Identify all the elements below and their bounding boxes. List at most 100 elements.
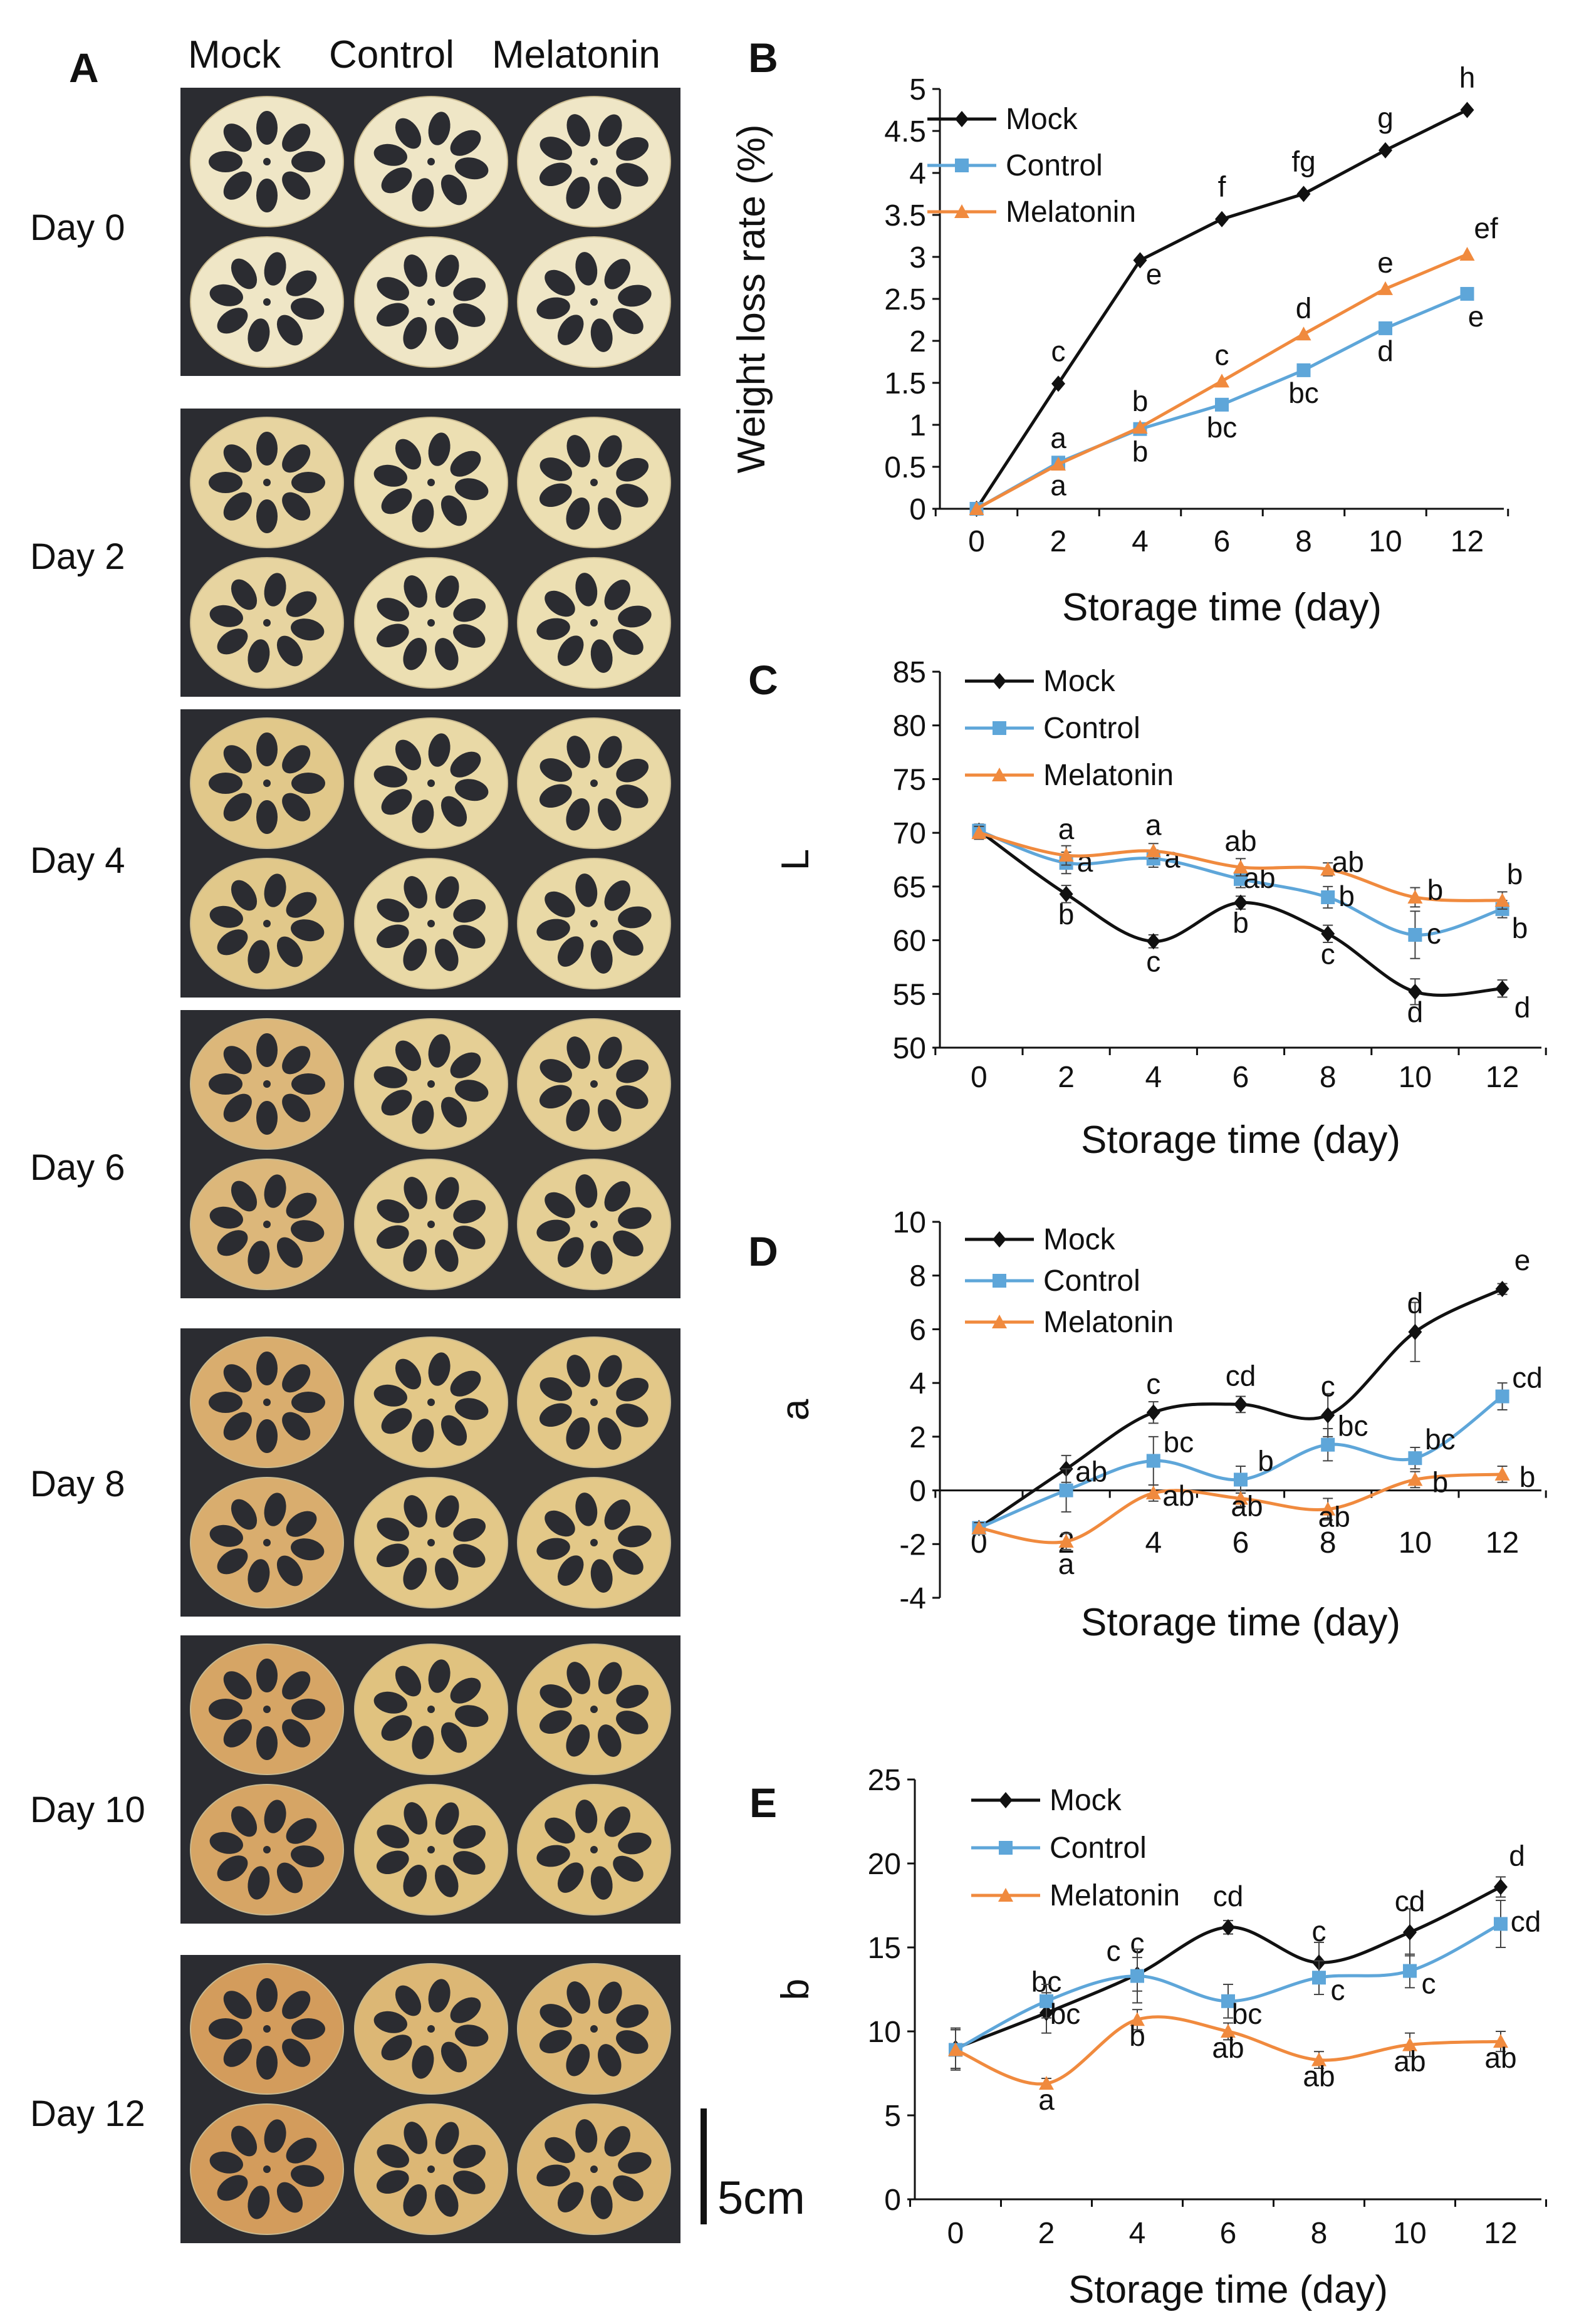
y-tick-label: 15 [868,1932,901,1965]
significance-letter: c [1427,917,1441,950]
x-tick-label: 4 [1145,1061,1162,1094]
lotus-slice [190,1963,344,2095]
data-point-mock [1234,1396,1248,1413]
significance-letter: c [1312,1915,1326,1947]
significance-letter: h [1459,61,1476,94]
legend-marker [992,1315,1007,1328]
data-point-mock [1133,252,1147,269]
photo-slices [190,1018,671,1290]
lotus-slice [354,1784,508,1915]
x-tick-label: 6 [1233,1061,1249,1094]
legend-label-control: Control [1050,1832,1147,1865]
legend-marker [954,204,969,218]
significance-letter: b [1132,435,1149,468]
data-point-control [1321,1437,1335,1452]
significance-letter: cd [1395,1885,1425,1917]
y-tick-label: 50 [893,1032,926,1065]
day-label: Day 10 [30,1790,145,1830]
significance-letter: ab [1162,1479,1194,1512]
photo-tile [180,1955,680,2243]
data-point-control [1146,1454,1160,1468]
x-tick-label: 10 [1393,2217,1426,2250]
y-tick-label: 0.5 [884,451,926,484]
lotus-slice [190,236,344,368]
significance-letter: cd [1226,1359,1256,1392]
data-point-control [1495,1389,1509,1404]
data-point-melatonin [1233,860,1248,873]
scale-bar [701,2108,707,2224]
significance-letter: e [1468,300,1484,333]
lotus-slice [517,417,671,548]
data-point-melatonin [1051,456,1066,471]
data-point-melatonin [1039,2076,1054,2090]
scale-bar-label: 5cm [717,2172,805,2224]
y-tick-label: 3 [909,241,926,274]
lotus-slice [517,557,671,689]
x-axis-title: Storage time (day) [1081,1118,1400,1162]
lotus-slice [190,1159,344,1290]
data-point-melatonin [1320,1501,1336,1516]
lotus-slice [354,717,508,849]
significance-letter: b [1058,898,1075,930]
x-tick-label: 10 [1399,1061,1432,1094]
data-point-control [1321,890,1335,904]
data-point-melatonin [1058,848,1074,862]
x-axis-title: Storage time (day) [1068,2268,1388,2311]
x-tick-label: 6 [1233,1526,1249,1560]
lotus-slice [190,96,344,227]
y-tick-label: 60 [893,925,926,958]
lotus-slice [517,717,671,849]
lotus-slice [354,236,508,368]
significance-letter: g [1377,102,1394,134]
significance-letter: ab [1224,825,1256,857]
lotus-slice [190,2103,344,2235]
photo-tile [180,1328,680,1617]
data-point-mock [1321,1407,1335,1424]
lotus-slice [517,1784,671,1915]
lotus-slice [190,1784,344,1915]
significance-letter: d [1407,996,1424,1028]
significance-letter: d [1509,1840,1525,1872]
x-axis-title: Storage time (day) [1081,1601,1400,1644]
lotus-slice [354,1018,508,1150]
significance-letter: ab [1212,2031,1244,2064]
data-point-melatonin [1378,281,1393,295]
legend-label-mock: Mock [1050,1784,1122,1817]
lotus-slice [517,1644,671,1775]
significance-letter: ab [1231,1489,1263,1522]
lotus-slice [517,96,671,227]
data-point-melatonin [971,1520,987,1535]
significance-letter: b [1507,858,1523,890]
lotus-slice [354,2103,508,2235]
x-axis-title: Storage time (day) [1062,586,1382,629]
day-label: Day 6 [30,1147,125,1188]
x-tick-label: 2 [1038,2217,1055,2250]
data-point-melatonin [1145,843,1161,858]
data-point-mock [1408,983,1422,1000]
significance-letter: e [1146,258,1162,290]
day-label: Day 12 [30,2093,145,2134]
data-point-control [1059,1483,1073,1498]
panel-label-e: E [749,1779,777,1826]
photo-slices [190,417,671,689]
significance-letter: b [1519,1461,1536,1493]
significance-letter: c [1146,945,1160,977]
y-tick-label: 0 [909,493,926,526]
significance-letter: ab [1075,1456,1107,1488]
y-tick-label: 85 [893,656,926,689]
data-point-mock [1460,102,1474,118]
photo-slices [190,1963,671,2235]
y-tick-label: 65 [893,871,926,904]
x-tick-label: 0 [968,525,985,558]
significance-letter: fg [1291,145,1315,178]
x-tick-label: 2 [1058,1061,1075,1094]
y-tick-label: 0 [909,1475,926,1508]
chart-yellowness-b: E 0 5 10 15 20 25 0 2 4 6 8 10 12 Storage time (day) b b… [749,1764,1547,2311]
data-point-control [1403,1964,1417,1978]
significance-letter: bc [1288,377,1319,409]
data-point-control [1494,1917,1508,1931]
data-point-mock [1146,1404,1160,1421]
x-tick-label: 4 [1145,1526,1162,1560]
data-point-mock [1408,1323,1422,1340]
significance-letter: a [1058,1548,1075,1580]
